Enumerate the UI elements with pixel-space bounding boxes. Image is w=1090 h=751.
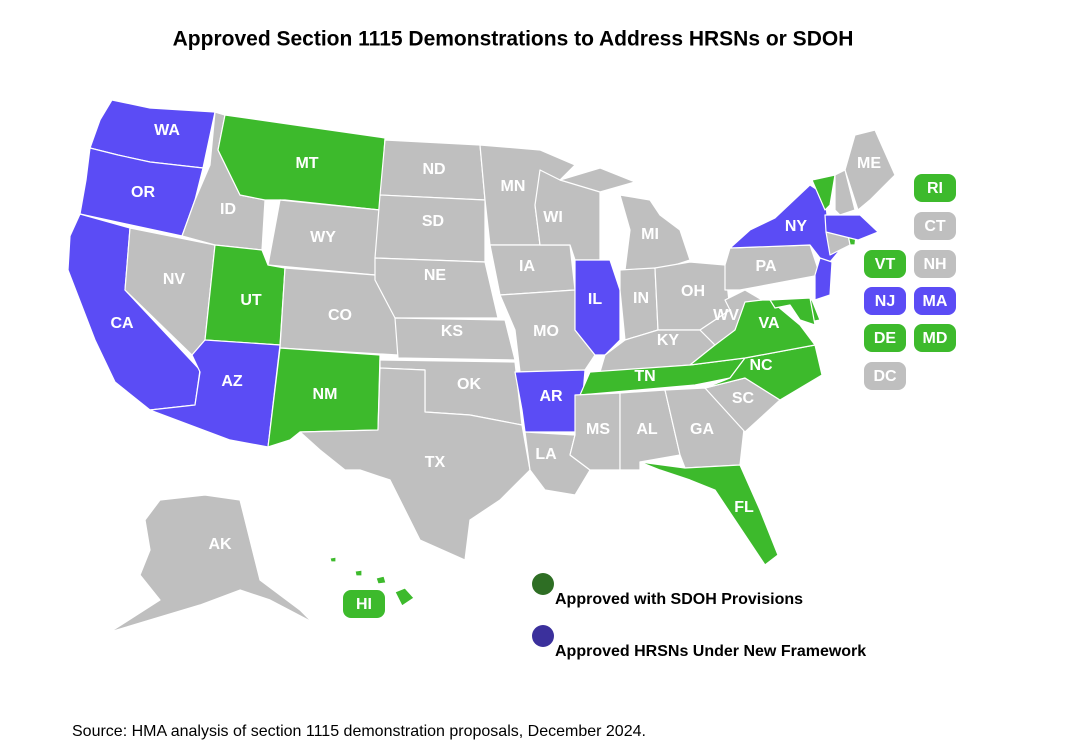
callout-box <box>914 250 956 278</box>
callout-label: DE <box>874 330 897 347</box>
title: Approved Section 1115 Demonstrations to … <box>173 28 854 51</box>
state-label: NC <box>749 357 773 374</box>
state-shape <box>814 257 833 301</box>
callout-label: VT <box>875 256 896 273</box>
state-label: WY <box>310 229 336 246</box>
callout-box <box>914 287 956 315</box>
state-label: IN <box>633 290 649 307</box>
state-label: NV <box>163 271 186 288</box>
state-label: PA <box>755 258 776 275</box>
state-label: WA <box>154 122 180 139</box>
us-map: WA OR CA NV ID MT WY UT CO AZ NM ND SD NE KS OK TX MN IA MO… <box>67 99 956 633</box>
state-shape <box>811 174 836 211</box>
state-label: SC <box>732 390 755 407</box>
callout-box <box>914 324 956 352</box>
state-label: OK <box>457 376 481 393</box>
state-label: FL <box>734 499 754 516</box>
callout-label: HI <box>356 596 372 613</box>
state-label: NY <box>785 218 808 235</box>
state-label: ME <box>857 155 881 172</box>
state-shape <box>639 461 779 566</box>
state-label: TN <box>634 368 655 385</box>
state-label: AZ <box>221 373 243 390</box>
callout-label: NJ <box>875 293 895 310</box>
state-shape <box>834 169 856 216</box>
state-label: GA <box>690 421 714 438</box>
state-shape <box>394 317 516 361</box>
state-shape <box>704 344 823 401</box>
callout-box <box>864 362 906 390</box>
callout-box <box>864 287 906 315</box>
state-shape <box>824 214 879 241</box>
legend: Approved with SDOH Provisions Approved HR… <box>532 573 866 660</box>
state-label: WV <box>713 307 739 324</box>
state-label: IL <box>588 291 602 308</box>
state-label: LA <box>535 446 557 463</box>
state-shape <box>109 494 313 633</box>
state-label: AR <box>539 388 563 405</box>
state-label: TX <box>425 454 446 471</box>
state-label: IA <box>519 258 535 275</box>
legend-label: Approved with SDOH Provisions <box>555 591 803 608</box>
state-label: SD <box>422 213 444 230</box>
state-label: NE <box>424 267 447 284</box>
state-shape <box>329 556 415 607</box>
state-label: OH <box>681 283 705 300</box>
callout-label: MA <box>923 293 948 310</box>
legend-label: Approved HRSNs Under New Framework <box>555 643 866 660</box>
state-label: VA <box>758 315 779 332</box>
state-label: MS <box>586 421 610 438</box>
state-shape <box>299 367 531 561</box>
state-shape <box>769 297 816 326</box>
callout-box <box>864 324 906 352</box>
state-label: AL <box>636 421 658 438</box>
state-label: MI <box>641 226 659 243</box>
state-label: MN <box>501 178 526 195</box>
state-label: CO <box>328 307 352 324</box>
callout-box <box>914 174 956 202</box>
state-label: KS <box>441 323 464 340</box>
callout-label: CT <box>924 218 946 235</box>
callout-label: NH <box>923 256 946 273</box>
callout-label: MD <box>923 330 948 347</box>
state-label: UT <box>240 292 262 309</box>
state-label: AK <box>208 536 232 553</box>
callout-label: DC <box>873 368 897 385</box>
state-label: ID <box>220 201 236 218</box>
state-shape <box>374 257 499 319</box>
state-label: MO <box>533 323 559 340</box>
state-shape <box>559 167 691 271</box>
state-shape <box>514 369 586 433</box>
state-label: MT <box>295 155 318 172</box>
legend-marker <box>532 625 554 647</box>
callout-label: RI <box>927 180 943 197</box>
state-label: CA <box>110 315 134 332</box>
callout-box <box>864 250 906 278</box>
state-shape <box>844 129 896 211</box>
callout-box <box>343 590 385 618</box>
legend-marker <box>532 573 554 595</box>
state-label: OR <box>131 184 155 201</box>
state-label: ND <box>422 161 445 178</box>
callout-box <box>914 212 956 240</box>
source: Source: HMA analysis of section 1115 dem… <box>72 723 646 740</box>
state-label: WI <box>543 209 563 226</box>
state-label: NM <box>313 386 338 403</box>
state-shape <box>699 289 763 346</box>
state-label: KY <box>657 332 680 349</box>
